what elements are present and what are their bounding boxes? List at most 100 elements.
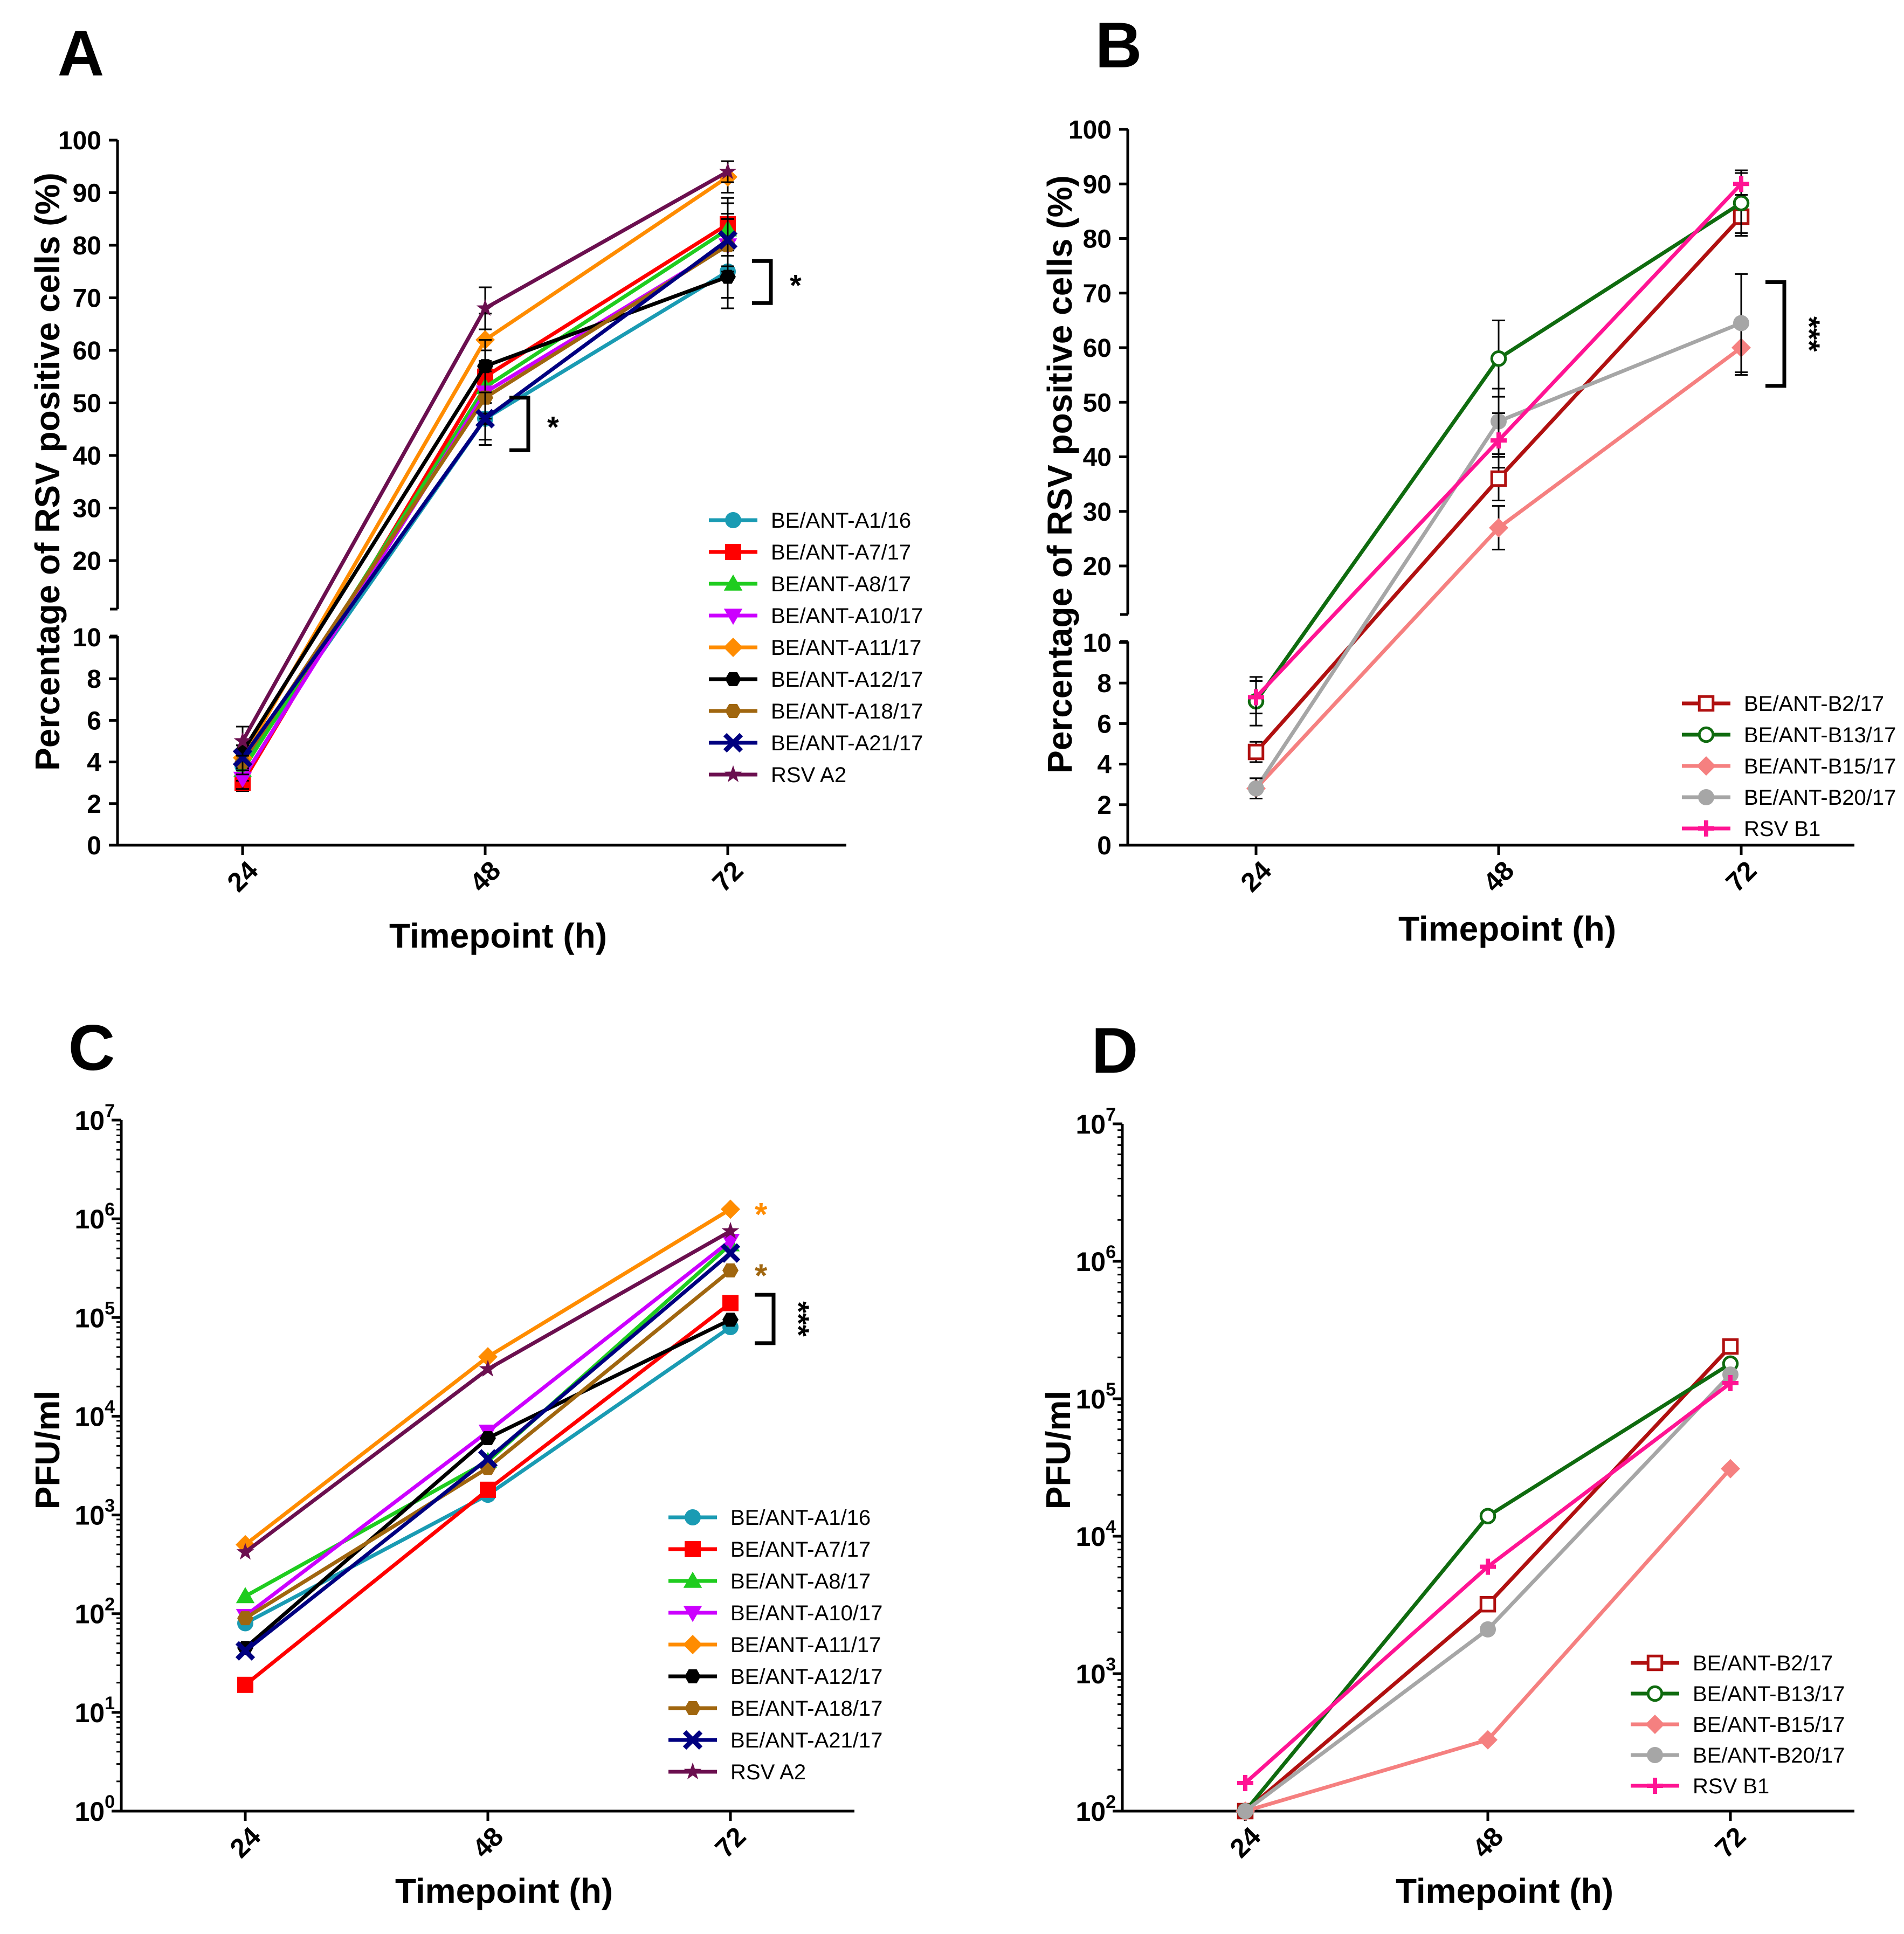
significance-bracket bbox=[752, 259, 773, 305]
legend-item: RSV B1 bbox=[1631, 1774, 1769, 1798]
x-tick-label: 48 bbox=[467, 1821, 509, 1864]
series-be-ant-b2-17 bbox=[1247, 199, 1750, 763]
legend-swatch-marker bbox=[1647, 1778, 1663, 1794]
series-be-ant-a12-17 bbox=[234, 244, 736, 765]
legend-item: RSV A2 bbox=[709, 763, 846, 787]
data-point bbox=[475, 409, 495, 429]
y-tick-label: 4 bbox=[87, 749, 101, 777]
y-axis-title: PFU/ml bbox=[28, 1391, 67, 1509]
significance-label: * bbox=[755, 1258, 768, 1294]
legend-swatch-marker bbox=[1647, 1747, 1663, 1763]
legend-label: BE/ANT-A21/17 bbox=[730, 1729, 882, 1752]
legend-item: BE/ANT-A18/17 bbox=[709, 700, 923, 723]
y-tick-exponent: 5 bbox=[1106, 1379, 1116, 1400]
y-tick-label: 102 bbox=[1075, 1792, 1116, 1827]
y-tick-label: 70 bbox=[73, 285, 101, 313]
panel-label: C bbox=[68, 1012, 115, 1084]
legend-swatch-marker bbox=[724, 765, 742, 782]
legend-label: RSV A2 bbox=[730, 1760, 806, 1784]
legend-label: BE/ANT-A1/16 bbox=[730, 1506, 871, 1530]
data-point bbox=[1722, 1366, 1739, 1383]
legend-label: BE/ANT-A18/17 bbox=[730, 1697, 882, 1721]
x-tick-label: 72 bbox=[709, 1821, 752, 1864]
y-tick-label: 2 bbox=[87, 790, 101, 819]
legend-swatch-marker bbox=[683, 1571, 702, 1588]
legend-label: BE/ANT-A7/17 bbox=[771, 541, 911, 564]
data-point bbox=[1480, 1621, 1496, 1638]
legend-swatch-marker bbox=[1698, 820, 1714, 837]
y-tick-exponent: 6 bbox=[105, 1199, 115, 1220]
data-point bbox=[722, 1313, 739, 1327]
y-tick-base: 10 bbox=[74, 1106, 105, 1136]
y-tick-base: 10 bbox=[1075, 1659, 1106, 1689]
y-tick-base: 10 bbox=[74, 1599, 105, 1629]
y-tick-base: 10 bbox=[74, 1204, 105, 1234]
legend-swatch-marker bbox=[685, 1541, 701, 1557]
y-tick-label: 10 bbox=[73, 624, 101, 652]
x-tick-label: 72 bbox=[1709, 1821, 1752, 1864]
legend-label: BE/ANT-B13/17 bbox=[1693, 1682, 1845, 1706]
legend-item: BE/ANT-B13/17 bbox=[1631, 1682, 1845, 1706]
data-point bbox=[479, 1359, 497, 1377]
y-tick-label: 107 bbox=[1075, 1104, 1116, 1139]
y-tick-base: 10 bbox=[1075, 1797, 1106, 1827]
data-point bbox=[1722, 1374, 1739, 1391]
legend-label: BE/ANT-B15/17 bbox=[1744, 755, 1896, 778]
legend-item: BE/ANT-A8/17 bbox=[709, 572, 911, 596]
data-point bbox=[720, 1243, 741, 1263]
data-point bbox=[1490, 350, 1507, 367]
series-be-ant-b13-17 bbox=[1247, 169, 1750, 727]
series-rsv-b1 bbox=[1248, 172, 1749, 715]
y-axis-title: Percentage of RSV positive cells (%) bbox=[1040, 175, 1079, 773]
data-point bbox=[1248, 780, 1264, 797]
x-axis-title: Timepoint (h) bbox=[395, 1871, 613, 1910]
x-axis-title: Timepoint (h) bbox=[1398, 909, 1616, 948]
legend-item: BE/ANT-B20/17 bbox=[1631, 1744, 1845, 1767]
series-be-ant-a10-17 bbox=[236, 1234, 740, 1626]
y-tick-label: 104 bbox=[74, 1397, 115, 1432]
legend-item: BE/ANT-A7/17 bbox=[668, 1538, 871, 1562]
y-tick-label: 103 bbox=[1075, 1654, 1116, 1689]
data-point bbox=[1237, 1803, 1253, 1819]
legend-label: BE/ANT-B2/17 bbox=[1744, 692, 1884, 716]
data-point bbox=[1733, 176, 1749, 192]
y-tick-exponent: 2 bbox=[1106, 1792, 1116, 1812]
legend-item: BE/ANT-A11/17 bbox=[668, 1633, 881, 1657]
series-be-ant-b20-17 bbox=[1237, 1366, 1739, 1819]
y-tick-label: 20 bbox=[1083, 552, 1112, 581]
legend-swatch-marker bbox=[1645, 1715, 1665, 1734]
legend-swatch-marker bbox=[1698, 789, 1714, 805]
significance-label: *** bbox=[1792, 316, 1826, 352]
data-point bbox=[721, 1199, 740, 1219]
y-tick-label: 30 bbox=[1083, 498, 1112, 527]
y-tick-label: 80 bbox=[73, 232, 101, 260]
legend-item: BE/ANT-B2/17 bbox=[1631, 1652, 1833, 1675]
legend-item: RSV B1 bbox=[1682, 817, 1820, 841]
y-tick-base: 10 bbox=[74, 1797, 105, 1827]
y-tick-label: 8 bbox=[1097, 669, 1112, 698]
legend-item: BE/ANT-B2/17 bbox=[1682, 692, 1884, 716]
series-be-ant-a21-17 bbox=[232, 213, 738, 771]
y-tick-label: 40 bbox=[73, 442, 101, 471]
data-point bbox=[1490, 470, 1507, 487]
legend-label: BE/ANT-A18/17 bbox=[771, 700, 923, 723]
legend-item: BE/ANT-A1/16 bbox=[668, 1506, 871, 1530]
x-tick-label: 48 bbox=[464, 855, 507, 898]
significance-label: * bbox=[547, 410, 559, 444]
y-tick-label: 40 bbox=[1083, 444, 1112, 472]
legend-swatch-marker bbox=[683, 1635, 702, 1654]
y-tick-label: 103 bbox=[74, 1496, 115, 1531]
data-point bbox=[478, 1347, 498, 1367]
series-be-ant-a8-17 bbox=[236, 1235, 740, 1604]
y-tick-base: 10 bbox=[74, 1401, 105, 1432]
legend-item: BE/ANT-A7/17 bbox=[709, 541, 911, 564]
y-axis-title: Percentage of RSV positive cells (%) bbox=[28, 172, 67, 771]
legend-label: BE/ANT-A21/17 bbox=[771, 731, 923, 755]
data-point bbox=[722, 1263, 739, 1277]
legend-item: BE/ANT-A12/17 bbox=[668, 1665, 882, 1689]
legend-item: BE/ANT-A1/16 bbox=[709, 509, 911, 533]
series-rsv-b1 bbox=[1237, 1374, 1739, 1791]
y-tick-exponent: 4 bbox=[105, 1397, 115, 1417]
legend-label: BE/ANT-B2/17 bbox=[1693, 1652, 1833, 1675]
